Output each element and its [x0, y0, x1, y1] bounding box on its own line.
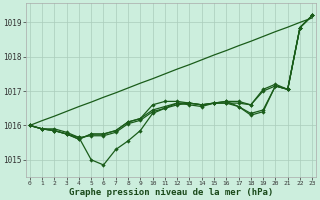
X-axis label: Graphe pression niveau de la mer (hPa): Graphe pression niveau de la mer (hPa): [69, 188, 273, 197]
